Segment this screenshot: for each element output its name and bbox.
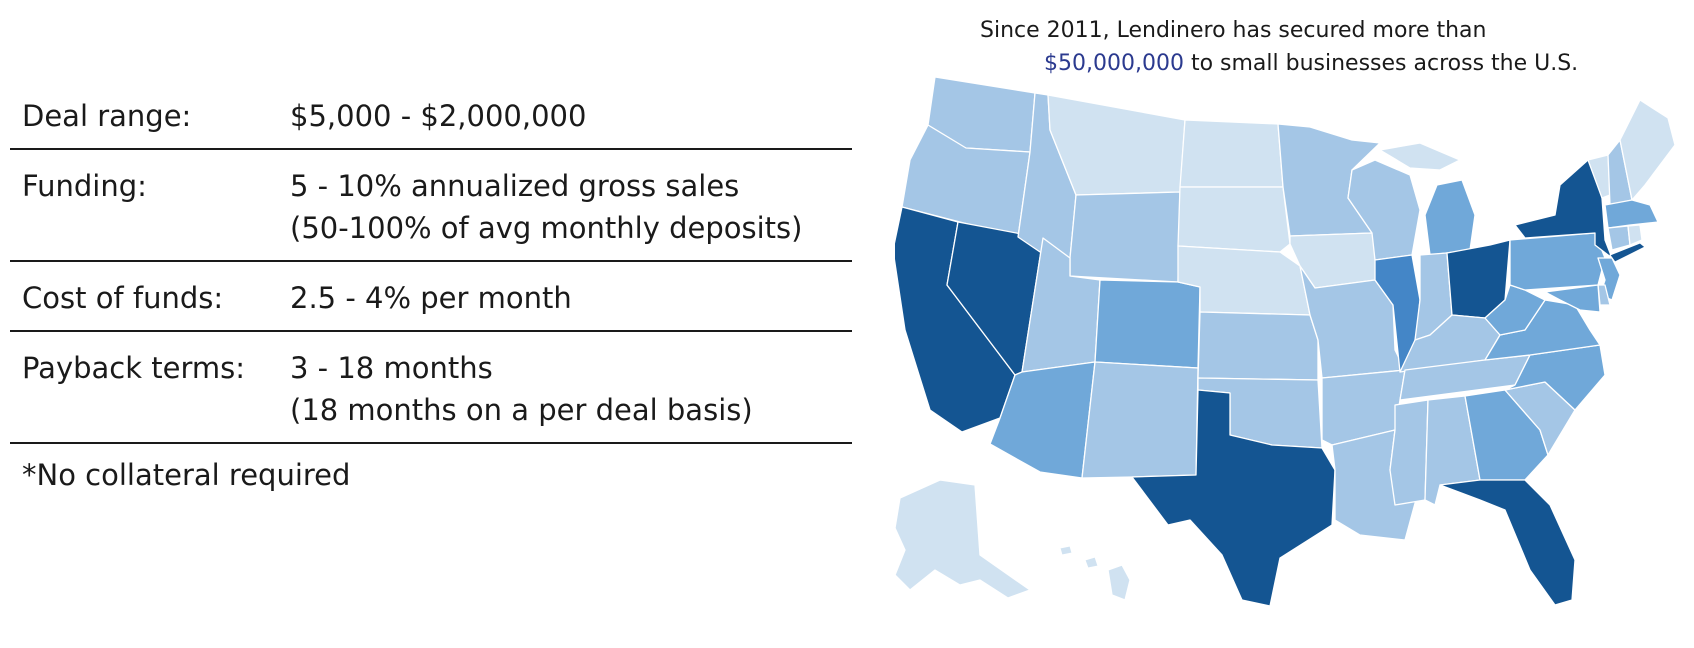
state-ak xyxy=(895,479,1031,599)
state-hi xyxy=(1107,564,1131,601)
collateral-note: *No collateral required xyxy=(22,458,351,492)
term-label: Cost of funds: xyxy=(22,281,224,315)
state-mi-upper xyxy=(1379,142,1461,171)
term-label: Funding: xyxy=(22,169,147,203)
term-value: 2.5 - 4% per month xyxy=(290,277,852,319)
state-sd xyxy=(1177,186,1291,253)
term-row-cost-of-funds: Cost of funds: 2.5 - 4% per month xyxy=(10,262,852,332)
headline-line1: Since 2011, Lendinero has secured more t… xyxy=(980,18,1487,43)
term-value-line: 5 - 10% annualized gross sales xyxy=(290,169,740,203)
term-row-funding: Funding: 5 - 10% annualized gross sales … xyxy=(10,150,852,262)
term-value-line: 3 - 18 months xyxy=(290,351,493,385)
term-value-line: (50-100% of avg monthly deposits) xyxy=(290,211,803,245)
state-wy xyxy=(1069,191,1181,283)
state-fl xyxy=(1439,479,1576,606)
state-ct xyxy=(1607,225,1631,251)
state-hi-3 xyxy=(1059,545,1073,556)
term-value-line: $5,000 - $2,000,000 xyxy=(290,99,587,133)
term-label: Payback terms: xyxy=(22,351,246,385)
term-value-line: (18 months on a per deal basis) xyxy=(290,393,753,427)
map-headline: Since 2011, Lendinero has secured more t… xyxy=(980,14,1620,80)
state-ma xyxy=(1604,199,1659,229)
us-choropleth-map xyxy=(895,76,1676,607)
headline-line2: $50,000,000 to small businesses across t… xyxy=(980,47,1620,80)
term-value-line: 2.5 - 4% per month xyxy=(290,281,572,315)
state-ks xyxy=(1197,311,1319,381)
term-row-payback-terms: Payback terms: 3 - 18 months (18 months … xyxy=(10,332,852,444)
state-mi xyxy=(1424,179,1476,256)
state-md xyxy=(1544,284,1601,313)
term-row-deal-range: Deal range: $5,000 - $2,000,000 xyxy=(10,80,852,150)
term-value: 3 - 18 months (18 months on a per deal b… xyxy=(290,347,852,431)
state-ny xyxy=(1514,159,1613,259)
term-value: $5,000 - $2,000,000 xyxy=(290,95,852,137)
state-tx xyxy=(1131,389,1336,607)
headline-line2-text: to small businesses across the U.S. xyxy=(1183,51,1579,76)
state-pa xyxy=(1509,232,1606,291)
funding-amount: $50,000,000 xyxy=(1044,51,1184,76)
term-value: 5 - 10% annualized gross sales (50-100% … xyxy=(290,165,852,249)
term-label: Deal range: xyxy=(22,99,192,133)
state-hi-2 xyxy=(1084,556,1099,569)
state-nd xyxy=(1179,119,1284,188)
state-ms xyxy=(1389,399,1429,506)
state-ri xyxy=(1627,224,1643,246)
state-nm xyxy=(1081,361,1199,479)
terms-table: Deal range: $5,000 - $2,000,000 Funding:… xyxy=(10,80,852,492)
state-co xyxy=(1094,279,1201,369)
